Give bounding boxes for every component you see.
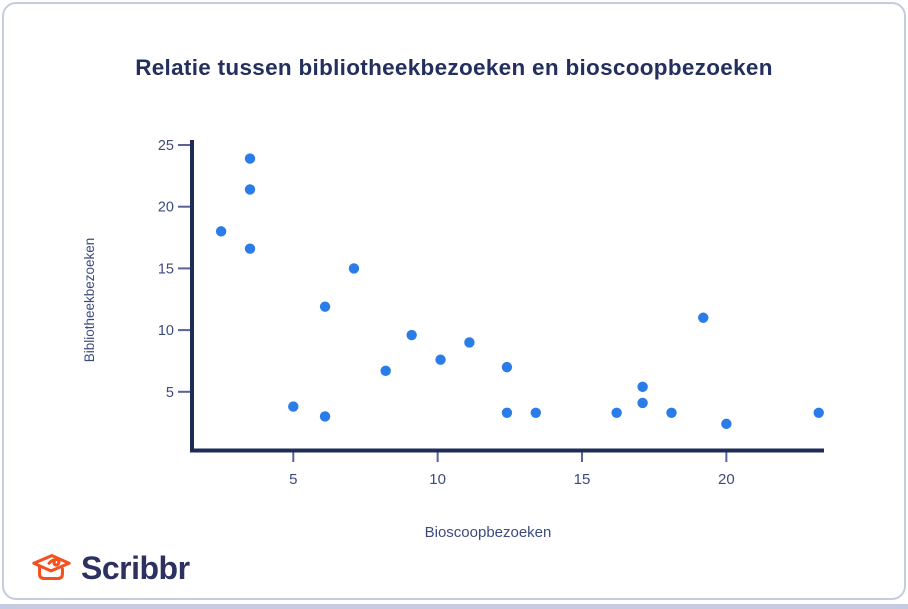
data-point bbox=[380, 365, 391, 377]
data-point bbox=[637, 381, 648, 393]
data-point bbox=[530, 407, 542, 418]
x-tick-label: 15 bbox=[574, 471, 591, 488]
graduation-cap-icon bbox=[32, 554, 71, 581]
x-tick-label: 20 bbox=[718, 471, 735, 488]
data-point bbox=[215, 226, 227, 237]
brand-footer: Scribbr bbox=[30, 546, 190, 590]
x-axis-label: Bioscoopbezoeken bbox=[425, 524, 552, 541]
data-point bbox=[406, 329, 417, 341]
data-point bbox=[244, 184, 256, 195]
y-axis-label: Bibliotheekbezoeken bbox=[82, 238, 97, 363]
data-point bbox=[501, 407, 513, 418]
data-point bbox=[698, 312, 709, 323]
y-tick-label: 10 bbox=[158, 323, 174, 339]
data-point bbox=[288, 401, 299, 412]
data-point bbox=[319, 301, 331, 312]
data-point bbox=[813, 407, 824, 418]
x-tick-label: 5 bbox=[289, 471, 297, 488]
data-point bbox=[348, 263, 360, 274]
y-tick-label: 5 bbox=[166, 385, 174, 401]
scatter-plot: 5 10 15 20 25 5 10 15 20 Bibliotheekbezoeken Biosc… bbox=[82, 138, 824, 541]
y-tick-label: 20 bbox=[158, 200, 174, 216]
brand-name: Scribbr bbox=[81, 549, 190, 586]
data-point bbox=[501, 361, 513, 373]
chart-title: Relatie tussen bibliotheekbezoeken en bi… bbox=[135, 55, 773, 80]
y-tick-label: 25 bbox=[158, 138, 174, 154]
data-point bbox=[611, 407, 622, 418]
y-tick-label: 15 bbox=[158, 261, 174, 277]
data-point bbox=[435, 354, 446, 365]
data-point bbox=[319, 411, 331, 422]
data-point bbox=[464, 337, 475, 348]
chart-card bbox=[2, 2, 906, 600]
data-point bbox=[637, 397, 648, 409]
data-point bbox=[666, 407, 677, 418]
bottom-bar bbox=[0, 604, 908, 609]
data-point bbox=[244, 153, 256, 164]
data-point bbox=[721, 418, 732, 430]
x-tick-label: 10 bbox=[429, 471, 446, 488]
data-point bbox=[244, 243, 256, 254]
